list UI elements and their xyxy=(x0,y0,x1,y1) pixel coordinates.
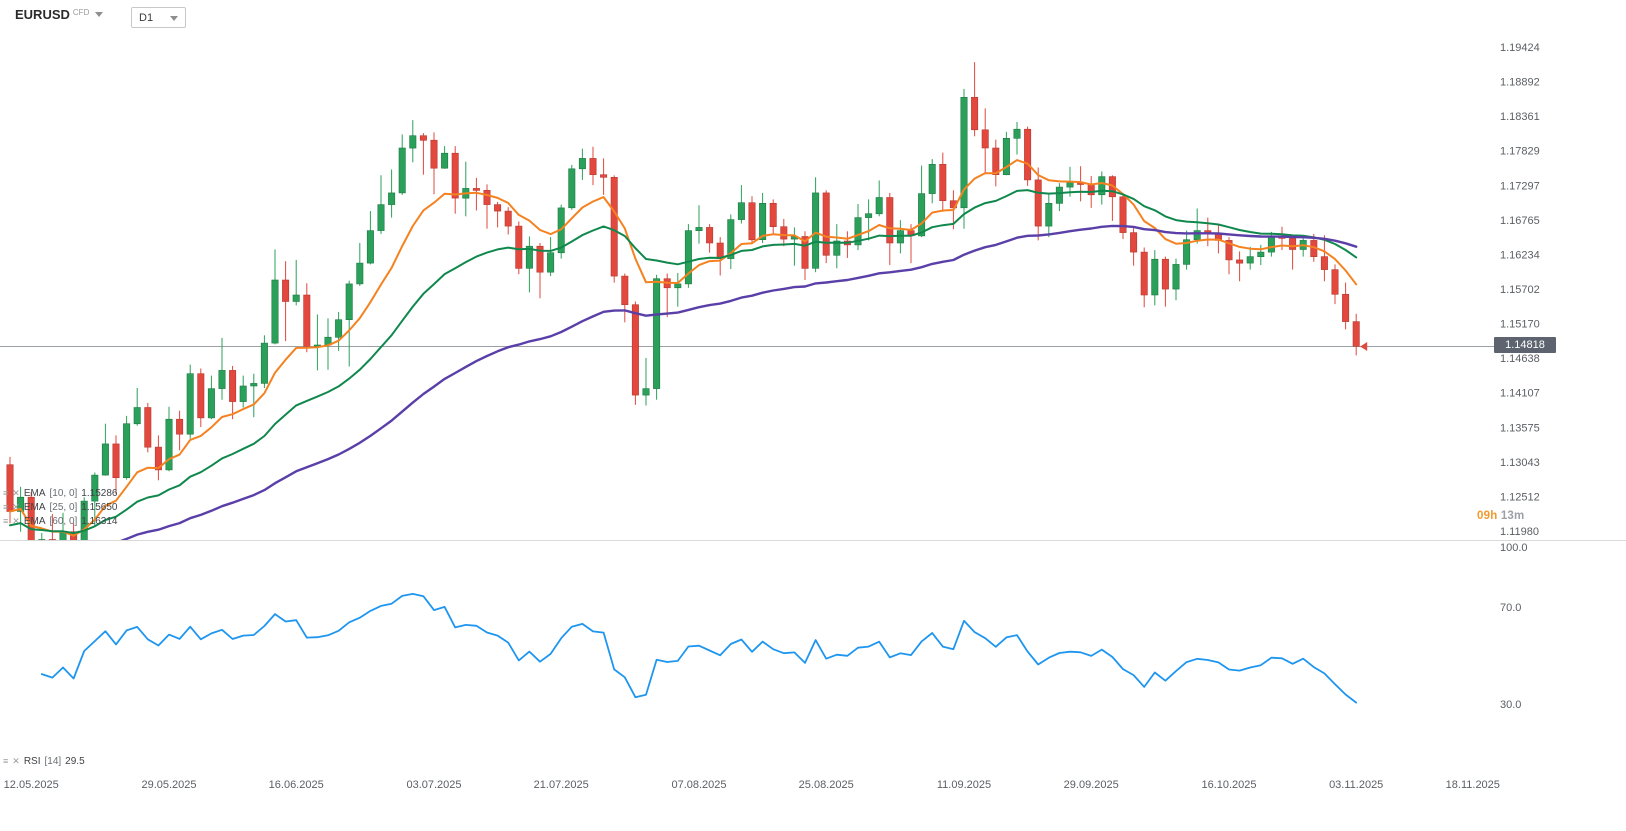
oscillator-legend: ≡ ✕ RSI [14] 29.5 xyxy=(3,754,85,768)
svg-text:29.05.2025: 29.05.2025 xyxy=(141,779,196,791)
indicator-settings-icon[interactable]: ≡ xyxy=(3,756,9,766)
svg-text:25.08.2025: 25.08.2025 xyxy=(799,779,854,791)
ema-slow-line xyxy=(120,224,1358,540)
svg-text:1.13575: 1.13575 xyxy=(1500,422,1540,434)
indicator-legend-row: ≡ ✕ EMA [60, 0] 1.16314 xyxy=(3,514,117,528)
indicator-params: [25, 0] xyxy=(49,501,78,513)
timeframe-value: D1 xyxy=(139,11,154,24)
svg-text:1.18892: 1.18892 xyxy=(1500,77,1540,89)
time-axis[interactable]: 12.05.2025 29.05.2025 16.06.2025 03.07.2025… xyxy=(4,779,1500,791)
indicator-value: 1.15286 xyxy=(81,487,118,499)
indicator-params: [14] xyxy=(44,755,62,767)
svg-text:16.06.2025: 16.06.2025 xyxy=(269,779,324,791)
rsi-line xyxy=(40,593,1358,704)
indicator-params: [60, 0] xyxy=(49,515,78,527)
indicator-params: [10, 0] xyxy=(49,487,78,499)
svg-text:11.09.2025: 11.09.2025 xyxy=(937,779,991,791)
svg-text:18.11.2025: 18.11.2025 xyxy=(1446,779,1500,791)
svg-text:1.11980: 1.11980 xyxy=(1500,526,1539,538)
indicator-legend-row: ≡ ✕ EMA [10, 0] 1.15286 xyxy=(3,486,117,500)
svg-text:1.14107: 1.14107 xyxy=(1500,388,1540,400)
svg-text:1.12512: 1.12512 xyxy=(1500,491,1540,503)
svg-text:1.18361: 1.18361 xyxy=(1500,111,1540,123)
svg-text:1.19424: 1.19424 xyxy=(1500,42,1540,54)
symbol-name: EURUSD xyxy=(15,7,70,22)
svg-text:70.0: 70.0 xyxy=(1500,602,1521,614)
svg-text:1.17829: 1.17829 xyxy=(1500,146,1540,158)
indicator-legend: ≡ ✕ EMA [10, 0] 1.15286 ≡ ✕ EMA [25, 0] … xyxy=(3,486,117,528)
indicator-legend-row: ≡ ✕ RSI [14] 29.5 xyxy=(3,754,85,768)
chevron-down-icon xyxy=(95,12,104,17)
svg-text:21.07.2025: 21.07.2025 xyxy=(534,779,589,791)
svg-text:07.08.2025: 07.08.2025 xyxy=(671,779,726,791)
countdown-minutes: 13m xyxy=(1500,510,1525,522)
svg-text:29.09.2025: 29.09.2025 xyxy=(1064,779,1119,791)
candlestick-series xyxy=(6,62,1360,540)
svg-text:12.05.2025: 12.05.2025 xyxy=(4,779,59,791)
indicator-remove-icon[interactable]: ✕ xyxy=(12,756,20,766)
svg-text:100.0: 100.0 xyxy=(1500,542,1528,554)
svg-text:1.15170: 1.15170 xyxy=(1500,319,1540,331)
svg-text:1.13043: 1.13043 xyxy=(1500,457,1540,469)
symbol-selector[interactable]: EURUSD CFD xyxy=(15,7,104,22)
market-type-label: CFD xyxy=(72,8,90,17)
svg-text:1.14638: 1.14638 xyxy=(1500,353,1540,365)
svg-text:1.17297: 1.17297 xyxy=(1500,180,1540,192)
indicator-value: 29.5 xyxy=(65,755,85,767)
candle-countdown: 09h 13m xyxy=(1477,510,1524,522)
ema-mid-line xyxy=(9,189,1358,535)
indicator-name: RSI xyxy=(23,755,41,767)
indicator-value: 1.15650 xyxy=(81,501,118,513)
indicator-value: 1.16314 xyxy=(81,515,118,527)
svg-text:03.11.2025: 03.11.2025 xyxy=(1329,779,1383,791)
current-price-marker xyxy=(1360,342,1368,351)
rsi-axis[interactable]: 100.0 70.0 30.0 xyxy=(1500,542,1528,711)
svg-text:1.16765: 1.16765 xyxy=(1500,215,1540,227)
indicator-settings-icon[interactable]: ≡ xyxy=(3,502,9,512)
chevron-down-icon xyxy=(170,16,179,21)
indicator-settings-icon[interactable]: ≡ xyxy=(3,488,9,498)
current-price-badge: 1.14818 xyxy=(1494,337,1556,354)
indicator-name: EMA xyxy=(23,515,46,527)
price-axis[interactable]: 1.19424 1.18892 1.18361 1.17829 1.17297 1.167… xyxy=(1500,42,1540,538)
indicator-name: EMA xyxy=(23,501,46,513)
svg-text:30.0: 30.0 xyxy=(1500,699,1521,711)
indicator-remove-icon[interactable]: ✕ xyxy=(12,516,20,526)
indicator-name: EMA xyxy=(23,487,46,499)
indicator-remove-icon[interactable]: ✕ xyxy=(12,502,20,512)
svg-text:1.15702: 1.15702 xyxy=(1500,284,1540,296)
indicator-legend-row: ≡ ✕ EMA [25, 0] 1.15650 xyxy=(3,500,117,514)
timeframe-select[interactable]: D1 xyxy=(131,7,187,28)
svg-text:1.16234: 1.16234 xyxy=(1500,249,1540,261)
svg-text:16.10.2025: 16.10.2025 xyxy=(1201,779,1256,791)
svg-text:03.07.2025: 03.07.2025 xyxy=(406,779,461,791)
indicator-settings-icon[interactable]: ≡ xyxy=(3,516,9,526)
ema-fast-line xyxy=(9,159,1358,537)
indicator-remove-icon[interactable]: ✕ xyxy=(12,488,20,498)
countdown-hours: 09h xyxy=(1477,510,1498,522)
